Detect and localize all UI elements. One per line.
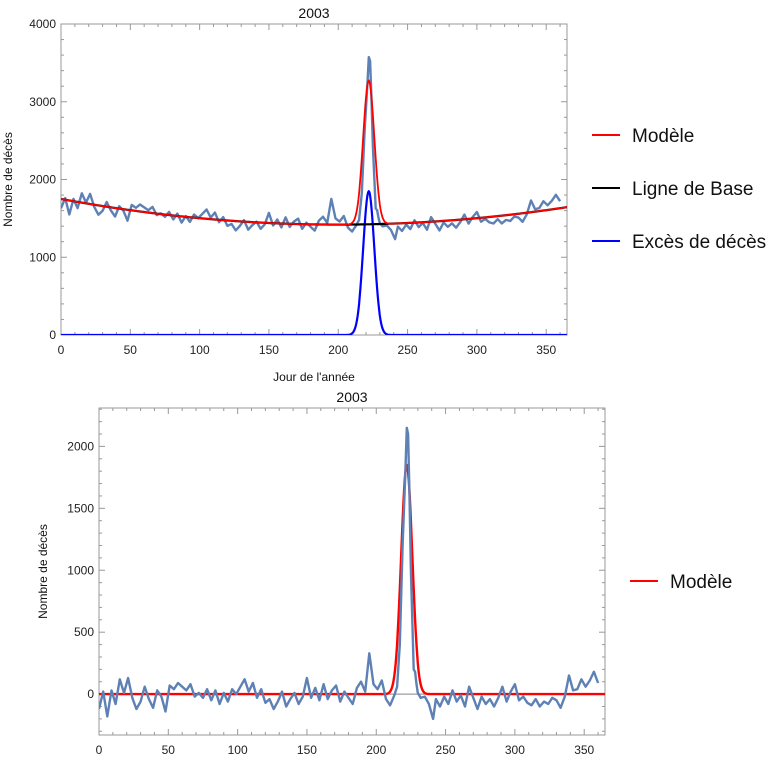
observed-deaths-line: [61, 55, 562, 241]
model-line: [99, 463, 605, 696]
legend-label: Modèle: [632, 126, 694, 147]
x-tick-label: 100: [228, 743, 248, 757]
y-tick-label: 4000: [29, 17, 56, 31]
y-tick-label: 0: [49, 328, 56, 342]
plot-frame: [60, 23, 568, 336]
y-tick-label: 1000: [67, 563, 94, 577]
y-tick-label: 500: [74, 625, 94, 639]
legend-label: Excès de décès: [632, 232, 766, 253]
y-tick-label: 0: [87, 687, 94, 701]
x-tick-label: 150: [297, 743, 317, 757]
y-tick-label: 1500: [67, 501, 94, 515]
x-tick-label: 300: [505, 743, 525, 757]
legend-label: Ligne de Base: [632, 179, 754, 200]
x-tick-label: 300: [467, 343, 487, 357]
y-tick-label: 2000: [29, 173, 56, 187]
x-tick-label: 0: [96, 743, 103, 757]
x-tick-label: 50: [162, 743, 176, 757]
observed-excess-line: [99, 426, 600, 721]
x-tick-label: 100: [190, 343, 210, 357]
y-axis-label: Nombre de décès: [1, 132, 15, 227]
model-line: [61, 79, 567, 226]
x-tick-label: 200: [328, 343, 348, 357]
x-tick-label: 250: [398, 343, 418, 357]
y-tick-label: 2000: [67, 439, 94, 453]
x-tick-label: 50: [124, 343, 138, 357]
y-tick-label: 3000: [29, 95, 56, 109]
x-tick-label: 200: [366, 743, 386, 757]
chart-panel-1: 0 50 100 150 200 250 300 350 0 1000 2000 3000 4000 20…: [1, 5, 766, 384]
x-tick-label: 350: [536, 343, 556, 357]
chart-title: 2003: [336, 389, 367, 405]
excess-deaths-line: [61, 190, 567, 335]
x-tick-label: 350: [574, 743, 594, 757]
x-axis-label: Jour de l'année: [273, 370, 355, 384]
y-tick-label: 1000: [29, 250, 56, 264]
chart-title: 2003: [298, 5, 329, 21]
chart-panel-2: 0 50 100 150 200 250 300 350 0 500 1000 1500 2000 200…: [36, 389, 732, 771]
y-axis-label: Nombre de décès: [36, 524, 50, 619]
plot-frame: [98, 407, 606, 736]
x-tick-label: 250: [436, 743, 456, 757]
x-tick-label: 0: [58, 343, 65, 357]
legend-label: Modèle: [670, 572, 732, 593]
x-tick-label: 150: [259, 343, 279, 357]
